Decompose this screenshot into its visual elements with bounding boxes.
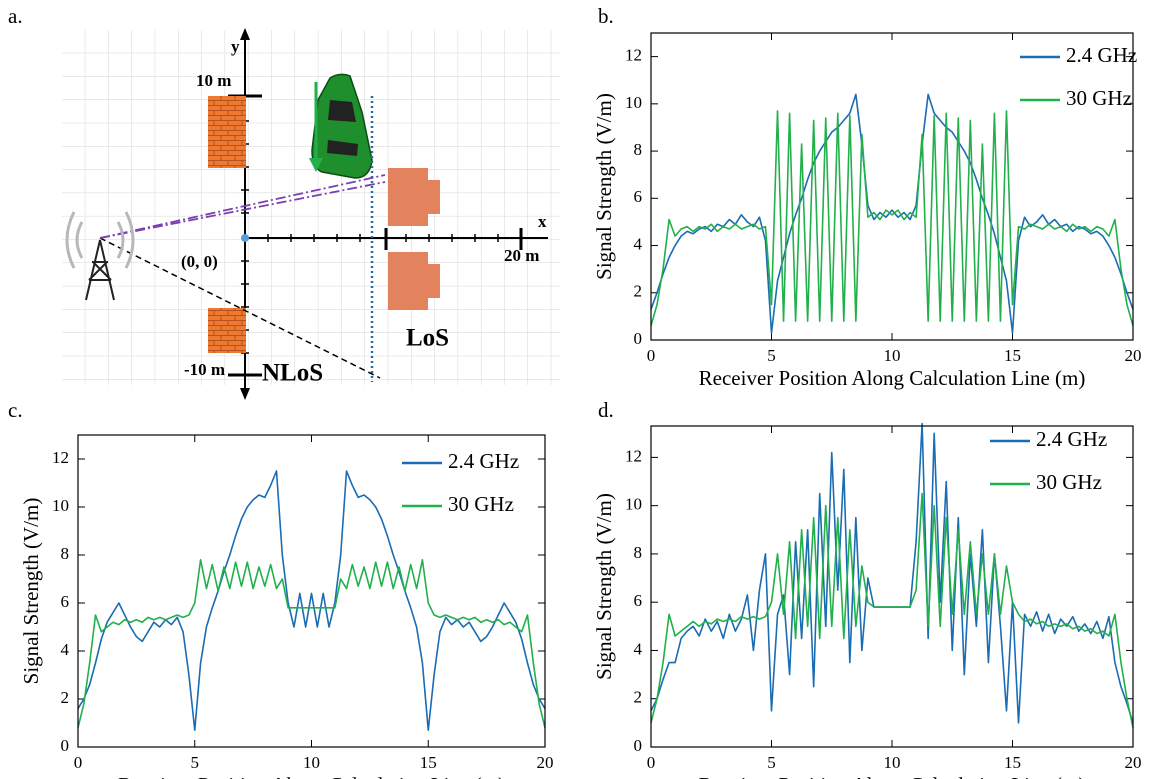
x-tick-label: 0 <box>647 753 656 772</box>
x-tick-label: 10 <box>303 753 320 772</box>
x-axis-label: Receiver Position Along Calculation Line… <box>699 773 1086 779</box>
axis-label: y <box>231 37 240 56</box>
los-ray <box>99 174 386 239</box>
x-tick-label: 20 <box>537 753 554 772</box>
legend-label: 30 GHz <box>448 492 514 516</box>
y-tick-label: 6 <box>61 592 70 611</box>
y-axis-label: Signal Strength (V/m) <box>19 498 43 685</box>
series-line <box>650 93 1134 334</box>
axis-label: -10 m <box>184 360 225 379</box>
x-tick-label: 10 <box>884 346 901 365</box>
plot-frame <box>650 32 1134 341</box>
building <box>388 168 440 310</box>
y-tick-label: 0 <box>61 736 70 755</box>
wall <box>208 96 246 168</box>
series-line <box>77 559 546 728</box>
x-tick-label: 15 <box>1004 753 1021 772</box>
y-tick-label: 6 <box>634 187 643 206</box>
x-axis-label: Receiver Position Along Calculation Line… <box>118 773 505 779</box>
series-line <box>650 492 1134 728</box>
y-tick-label: 2 <box>61 688 70 707</box>
series-line <box>650 110 1134 327</box>
x-tick-label: 20 <box>1125 346 1142 365</box>
x-tick-label: 0 <box>647 346 656 365</box>
x-tick-label: 5 <box>767 753 776 772</box>
y-tick-label: 8 <box>634 140 643 159</box>
series-line <box>77 470 546 731</box>
y-tick-label: 8 <box>61 544 70 563</box>
x-tick-label: 10 <box>884 753 901 772</box>
y-tick-label: 0 <box>634 736 643 755</box>
tower <box>65 211 135 301</box>
x-tick-label: 20 <box>1125 753 1142 772</box>
x-tick-label: 15 <box>1004 346 1021 365</box>
legend-label: 2.4 GHz <box>1036 427 1107 451</box>
legend-label: 30 GHz <box>1066 86 1132 110</box>
legend-label: 30 GHz <box>1036 470 1102 494</box>
region-label: LoS <box>406 325 449 352</box>
legend-label: 2.4 GHz <box>448 449 519 473</box>
panel-label: b. <box>598 4 614 28</box>
axis-label: 20 m <box>504 246 539 265</box>
x-tick-label: 15 <box>420 753 437 772</box>
y-axis-label: Signal Strength (V/m) <box>592 493 616 680</box>
x-tick-label: 5 <box>191 753 200 772</box>
x-tick-label: 5 <box>767 346 776 365</box>
panel-label: a. <box>8 4 23 28</box>
y-tick-label: 2 <box>634 688 643 707</box>
y-tick-label: 4 <box>634 639 643 658</box>
y-tick-label: 4 <box>61 640 70 659</box>
x-axis-label: Receiver Position Along Calculation Line… <box>699 366 1086 390</box>
y-tick-label: 4 <box>634 234 643 253</box>
y-tick-label: 10 <box>625 495 642 514</box>
panel-label: d. <box>598 398 614 422</box>
motion-arrow <box>309 158 323 172</box>
y-tick-label: 10 <box>625 93 642 112</box>
wall <box>208 308 246 353</box>
y-tick-label: 0 <box>634 329 643 348</box>
arrow <box>240 388 250 400</box>
y-tick-label: 12 <box>52 448 69 467</box>
region-label: NLoS <box>262 360 323 387</box>
axis-label: x <box>538 212 547 231</box>
diagram: a. y x 10 m 20 m (0, 0) -10 m NLoS LoS <box>8 4 560 400</box>
y-tick-label: 6 <box>634 591 643 610</box>
y-tick-label: 8 <box>634 543 643 562</box>
arrow <box>240 28 250 40</box>
plot-frame <box>77 434 546 748</box>
nlos-ray <box>99 237 381 379</box>
y-tick-label: 10 <box>52 496 69 515</box>
series-line <box>650 422 1134 724</box>
legend-label: 2.4 GHz <box>1066 43 1137 67</box>
y-tick-label: 12 <box>625 46 642 65</box>
axis-label: 10 m <box>196 71 231 90</box>
grid <box>62 30 560 385</box>
axis-label: (0, 0) <box>181 252 218 271</box>
plot-frame <box>650 425 1134 748</box>
panel-label: c. <box>8 398 23 422</box>
y-tick-label: 2 <box>634 282 643 301</box>
y-tick-label: 12 <box>625 446 642 465</box>
origin <box>241 234 249 242</box>
x-tick-label: 0 <box>74 753 83 772</box>
y-axis-label: Signal Strength (V/m) <box>592 93 616 280</box>
